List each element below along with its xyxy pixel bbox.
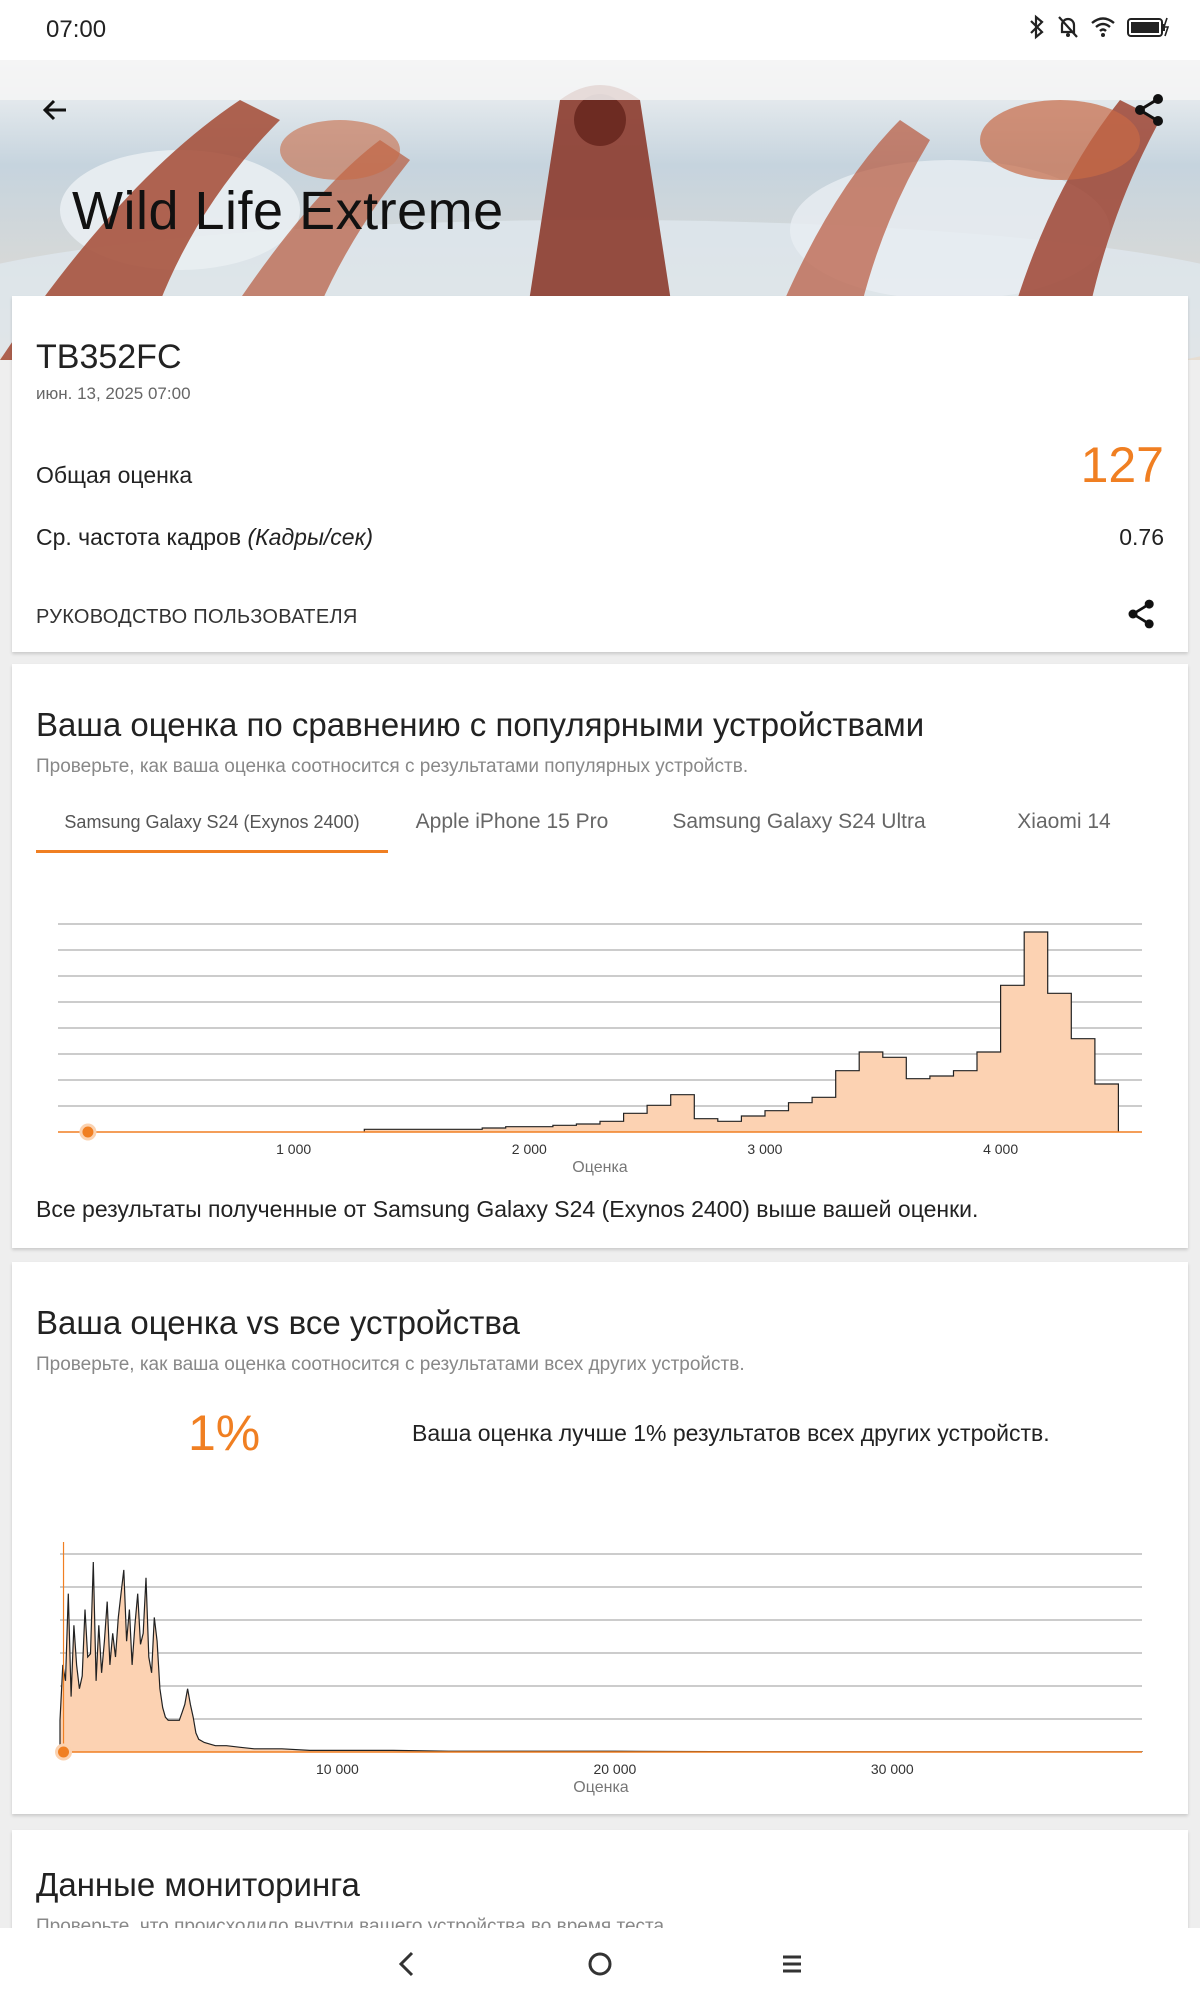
x-tick-label: 2 000 xyxy=(512,1141,547,1157)
fps-label-text: Ср. частота кадров xyxy=(36,524,242,550)
system-nav-bar xyxy=(0,1928,1200,2000)
overall-score-value: 127 xyxy=(1080,437,1164,493)
distribution-area xyxy=(60,1562,1142,1752)
status-time: 07:00 xyxy=(46,16,107,43)
all-devices-card: Ваша оценка vs все устройства Проверьте,… xyxy=(12,1262,1188,1814)
tab-samsung-s24-ultra[interactable]: Samsung Galaxy S24 Ultra xyxy=(672,810,926,833)
result-card: TB352FC июн. 13, 2025 07:00 Общая оценка… xyxy=(12,296,1188,652)
tab-samsung-s24-exynos[interactable]: Samsung Galaxy S24 (Exynos 2400) xyxy=(36,804,388,853)
overall-score-label: Общая оценка xyxy=(36,462,193,488)
percentile-value: 1% xyxy=(188,1405,261,1461)
bluetooth-icon xyxy=(1030,14,1044,40)
all-devices-subtitle: Проверьте, как ваша оценка соотносится с… xyxy=(36,1354,745,1375)
test-date: июн. 13, 2025 07:00 xyxy=(36,384,191,403)
x-tick-label: 1 000 xyxy=(276,1141,311,1157)
battery-icon xyxy=(1127,17,1170,37)
share-result-icon[interactable] xyxy=(1124,596,1160,632)
back-arrow-icon[interactable] xyxy=(36,90,76,130)
percentile-text: Ваша оценка лучше 1% результатов всех др… xyxy=(412,1420,1050,1446)
fps-label: Ср. частота кадров (Кадры/сек) xyxy=(36,524,373,551)
wifi-icon xyxy=(1091,17,1115,37)
page-title: Wild Life Extreme xyxy=(72,181,504,241)
device-tabs: Samsung Galaxy S24 (Exynos 2400) Apple i… xyxy=(36,804,1166,853)
all-devices-title: Ваша оценка vs все устройства xyxy=(36,1304,520,1341)
monitoring-title: Данные мониторинга xyxy=(36,1866,360,1903)
popular-distribution-chart: 1 000 2 000 3 000 4 000 Оценка xyxy=(58,923,1142,1176)
all-devices-distribution-chart: 10 000 20 000 30 000 Оценка xyxy=(55,1542,1143,1796)
distribution-outline xyxy=(363,931,1119,1132)
x-axis-label: Оценка xyxy=(573,1779,629,1796)
your-score-marker xyxy=(55,1743,73,1761)
your-score-marker xyxy=(79,1123,97,1141)
distribution-area xyxy=(364,932,1119,1132)
x-tick-label: 3 000 xyxy=(747,1141,782,1157)
popular-comparison-text: Все результаты полученные от Samsung Gal… xyxy=(36,1196,979,1222)
status-bar: 07:00 xyxy=(0,0,1200,60)
share-icon[interactable] xyxy=(1130,90,1170,130)
tab-xiaomi-14[interactable]: Xiaomi 14 xyxy=(1017,810,1111,833)
popular-subtitle: Проверьте, как ваша оценка соотносится с… xyxy=(36,756,749,777)
nav-recents-icon[interactable] xyxy=(774,1946,810,1982)
device-name: TB352FC xyxy=(36,338,182,376)
nav-back-icon[interactable] xyxy=(390,1946,426,1982)
x-tick-label: 30 000 xyxy=(871,1761,914,1777)
user-guide-link[interactable]: РУКОВОДСТВО ПОЛЬЗОВАТЕЛЯ xyxy=(36,606,358,628)
popular-devices-card: Ваша оценка по сравнению с популярными у… xyxy=(12,664,1188,1248)
distribution-outline xyxy=(59,1561,1143,1753)
x-axis-label: Оценка xyxy=(572,1159,628,1176)
bell-off-icon xyxy=(1058,16,1078,38)
popular-title: Ваша оценка по сравнению с популярными у… xyxy=(36,706,925,743)
status-icons xyxy=(1028,14,1170,40)
x-tick-label: 10 000 xyxy=(316,1761,359,1777)
fps-value: 0.76 xyxy=(1119,524,1164,550)
fps-unit: (Кадры/сек) xyxy=(247,524,374,550)
nav-home-icon[interactable] xyxy=(582,1946,618,1982)
tab-iphone-15-pro[interactable]: Apple iPhone 15 Pro xyxy=(415,810,609,833)
x-tick-label: 4 000 xyxy=(983,1141,1018,1157)
x-tick-label: 20 000 xyxy=(593,1761,636,1777)
